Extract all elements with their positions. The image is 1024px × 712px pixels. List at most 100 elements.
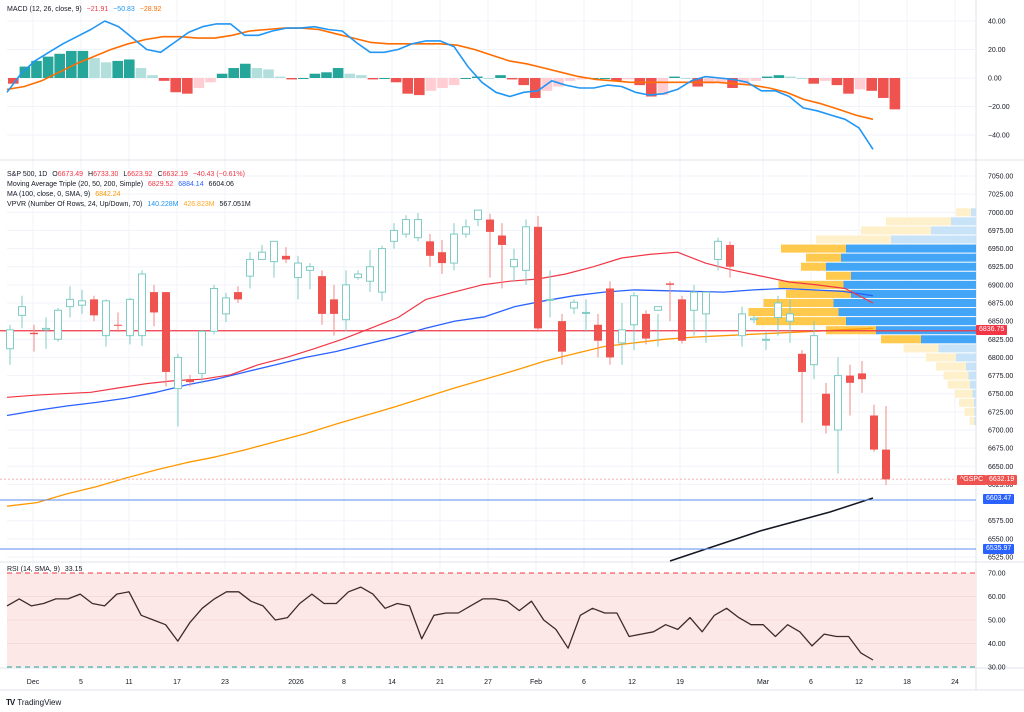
vpvr-down-bar xyxy=(806,253,841,262)
price-axis-label: 6725.00 xyxy=(988,409,1013,416)
price-pane[interactable] xyxy=(0,208,976,562)
candle-body xyxy=(390,229,398,242)
candle-body xyxy=(66,298,74,308)
price-axis-label: 7025.00 xyxy=(988,192,1013,199)
close-value: 6632.19 xyxy=(162,171,188,178)
vpvr-up-bar xyxy=(974,416,976,425)
candle-body xyxy=(366,266,374,282)
macd-histogram-bar xyxy=(425,78,437,91)
macd-histogram-bar xyxy=(564,78,576,81)
price-axes[interactable]: Dec 5 11 17 23 2026 8 14 21 27 Feb 6 12 19 Mar 6 12 18 24 4… xyxy=(27,19,1014,687)
time-axis-label: 17 xyxy=(173,679,181,686)
vpvr-up-bar xyxy=(968,371,976,380)
candle-body xyxy=(306,266,314,271)
ma200-value: 6604.06 xyxy=(208,181,234,188)
macd-histogram-bar xyxy=(646,78,657,97)
macd-histogram-bar xyxy=(286,78,297,80)
open-value: 6673.49 xyxy=(57,171,84,178)
macd-histogram-bar xyxy=(448,78,460,86)
price-axis-label: 7000.00 xyxy=(988,210,1013,217)
macd-histogram-bar xyxy=(158,78,170,81)
time-axis-label: 5 xyxy=(79,679,83,686)
candle-body xyxy=(666,283,674,285)
candle-body xyxy=(582,311,590,314)
vpvr-down-bar xyxy=(748,308,839,317)
candle-body xyxy=(846,375,854,383)
candle-body xyxy=(318,276,326,314)
time-axis-label: 14 xyxy=(388,679,396,686)
rsi-pane[interactable] xyxy=(6,572,976,668)
price-axis-label: 6550.00 xyxy=(988,536,1013,543)
rsi-axis-label: 50.00 xyxy=(988,618,1006,625)
time-axis-label: Dec xyxy=(27,679,40,686)
price-axis-label: 6525.00 xyxy=(988,554,1013,561)
candle-body xyxy=(270,240,278,263)
price-axis-label: 6875.00 xyxy=(988,300,1013,307)
rsi-legend[interactable]: RSI (14, SMA, 9) 33.15 xyxy=(7,565,85,575)
tradingview-branding[interactable]: TV TradingView xyxy=(6,698,61,707)
vpvr-down-bar xyxy=(756,317,846,326)
price-axis-label: 6800.00 xyxy=(988,355,1013,362)
candle-body xyxy=(162,292,170,372)
macd-histogram-bar xyxy=(414,78,425,96)
ma20-value: 6829.52 xyxy=(148,181,174,188)
ma200-line xyxy=(669,497,874,562)
macd-histogram-bar xyxy=(135,68,147,78)
macd-histogram-bar xyxy=(715,78,727,83)
price-axis-label: 6775.00 xyxy=(988,373,1013,380)
vpvr-legend[interactable]: VPVR (Number Of Rows, 24, Up/Down, 70) 1… xyxy=(7,200,254,210)
time-axis-label: 12 xyxy=(855,679,863,686)
vpvr-up-bar xyxy=(843,280,976,289)
price-axis-label: 6950.00 xyxy=(988,246,1013,253)
macd-histogram-bar xyxy=(240,63,251,78)
candle-body xyxy=(30,332,38,335)
time-axis-label: 11 xyxy=(125,679,132,686)
candle-body xyxy=(822,393,830,426)
candle-body xyxy=(558,321,566,352)
candle-body xyxy=(858,373,866,380)
time-axis-label: 21 xyxy=(436,679,444,686)
candle-body xyxy=(438,252,446,264)
macd-histogram-bar xyxy=(530,78,541,98)
macd-legend-label: MACD (12, 26, close, 9) xyxy=(7,6,82,13)
macd-histogram-bar xyxy=(506,78,518,80)
macd-histogram-bar xyxy=(19,66,31,78)
time-axis-label: 12 xyxy=(628,679,636,686)
ma-triple-legend[interactable]: Moving Average Triple (20, 50, 200, Simp… xyxy=(7,180,237,190)
price-axis-label: 6575.00 xyxy=(988,518,1013,525)
macd-histogram-bar xyxy=(263,69,274,78)
vpvr-down-bar xyxy=(955,389,973,398)
vpvr-down-bar xyxy=(763,298,834,308)
vpvr-up-bar xyxy=(951,217,976,226)
candle-body xyxy=(54,309,62,340)
vpvr-up-bar xyxy=(971,208,976,217)
macd-histogram-bar xyxy=(820,78,831,81)
vpvr-down-bar xyxy=(826,271,851,280)
vpvr-up-bar xyxy=(974,398,976,407)
vpvr-up-bar xyxy=(931,226,976,235)
macd-pane[interactable] xyxy=(6,20,901,150)
macd-histogram-bar xyxy=(680,78,692,79)
price-axis-label: 6975.00 xyxy=(988,228,1013,235)
rsi-axis-label: 60.00 xyxy=(988,594,1006,601)
macd-legend[interactable]: MACD (12, 26, close, 9) −21.91 −50.83 −2… xyxy=(7,5,164,15)
macd-histogram-bar xyxy=(332,68,344,78)
time-axis-label: 6 xyxy=(582,679,586,686)
macd-histogram-bar xyxy=(147,75,158,78)
vpvr-up-bar xyxy=(833,298,976,308)
ma20-line xyxy=(6,251,874,398)
vpvr-up-bar xyxy=(974,407,976,416)
price-axis-label: 7050.00 xyxy=(988,174,1013,181)
ma-legend[interactable]: MA (100, close, 0, SMA, 9) 6842.24 xyxy=(7,190,124,200)
candle-body xyxy=(150,292,158,313)
candle-body xyxy=(186,379,194,383)
candle-body xyxy=(198,330,206,374)
price-legend[interactable]: S&P 500, 1D O6673.49 H6733.30 L6623.92 C… xyxy=(7,170,248,180)
ma-label: MA (100, close, 0, SMA, 9) xyxy=(7,191,91,198)
macd-histogram-bar xyxy=(704,78,715,84)
vpvr-up-bar xyxy=(938,344,976,353)
time-axis-label: 18 xyxy=(903,679,911,686)
macd-axis-label: 0.00 xyxy=(988,76,1002,83)
candle-body xyxy=(78,300,86,306)
